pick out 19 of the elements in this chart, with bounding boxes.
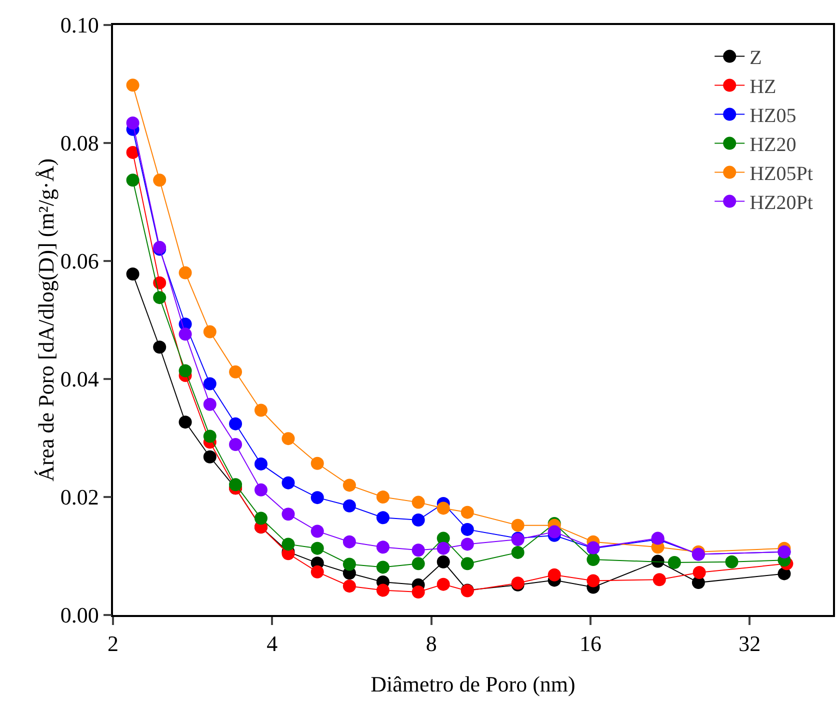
y-tick-label: 0.04 [60,366,99,392]
x-tick-label: 32 [738,631,761,656]
legend-label: HZ05 [750,105,796,128]
y-axis-title: Área de Poro [dA/dlog(D)] (m²/g·Å) [33,158,58,482]
x-tick-label: 4 [266,631,278,656]
y-tick-label: 0.02 [60,484,99,510]
legend-label: Z [750,47,762,70]
y-tick-label: 0.06 [60,248,99,274]
y-tick-label: 0.08 [60,130,99,156]
x-axis-title: Diâmetro de Poro (nm) [370,672,576,696]
legend-label: HZ05Pt [750,163,814,186]
x-tick-label: 2 [108,631,118,656]
legend-label: HZ [750,76,776,98]
x-tick-label: 8 [426,631,437,656]
y-tick-label: 0.00 [60,602,99,628]
legend-label: HZ20 [750,134,796,156]
x-tick-label: 16 [580,631,602,656]
y-tick-label: 0.10 [60,12,99,38]
legend-label: HZ20Pt [750,192,814,214]
